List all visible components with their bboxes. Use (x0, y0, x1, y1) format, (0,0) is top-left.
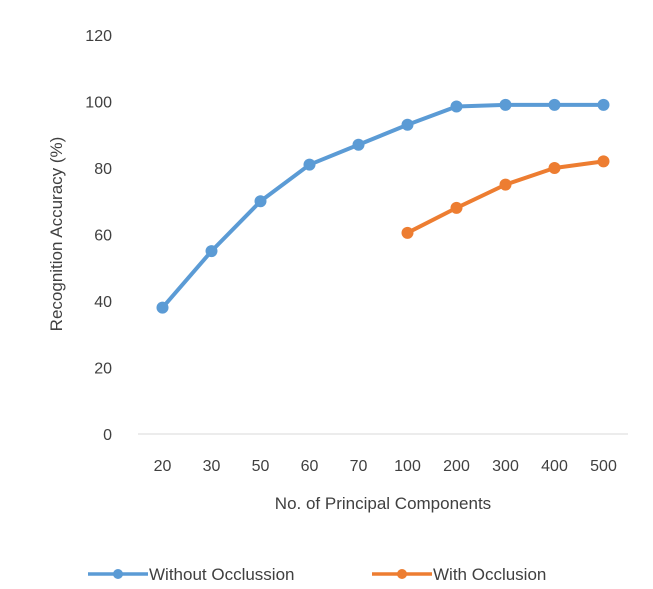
x-axis-ticks: 20 30 50 60 70 100 200 300 400 500 (154, 458, 617, 475)
data-point-without-occlussion (352, 138, 365, 151)
data-point-without-occlussion (303, 158, 316, 171)
y-tick-label: 120 (85, 28, 112, 45)
data-point-with-occlusion (450, 201, 463, 214)
y-tick-label: 80 (94, 161, 112, 178)
x-tick-label: 50 (252, 458, 270, 475)
series-points (156, 98, 610, 314)
y-axis-ticks: 0 20 40 60 80 100 120 (85, 28, 112, 444)
x-tick-label: 60 (301, 458, 319, 475)
data-point-without-occlussion (254, 195, 267, 208)
series-line-without-occlussion (160, 102, 606, 310)
x-tick-label: 200 (443, 458, 470, 475)
x-tick-label: 300 (492, 458, 519, 475)
data-point-with-occlusion (401, 226, 414, 239)
legend-marker-with-occlusion (397, 569, 407, 579)
y-tick-label: 20 (94, 361, 112, 378)
series-lines (160, 102, 606, 310)
x-tick-label: 30 (203, 458, 221, 475)
series-line-with-occlusion (405, 159, 606, 235)
y-tick-label: 0 (103, 427, 112, 444)
y-tick-label: 40 (94, 294, 112, 311)
x-axis-title: No. of Principal Components (275, 494, 491, 513)
legend-label-with-occlusion: With Occlusion (433, 565, 546, 584)
x-tick-label: 500 (590, 458, 617, 475)
legend: Without Occlussion With Occlusion (88, 565, 546, 584)
data-point-without-occlussion (450, 100, 463, 113)
x-tick-label: 20 (154, 458, 172, 475)
x-tick-label: 100 (394, 458, 421, 475)
legend-label-without-occlusion: Without Occlussion (149, 565, 295, 584)
y-tick-label: 100 (85, 95, 112, 112)
data-point-without-occlussion (548, 98, 561, 111)
data-point-with-occlusion (597, 155, 610, 168)
x-tick-label: 70 (350, 458, 368, 475)
legend-item-with-occlusion: With Occlusion (372, 565, 546, 584)
data-point-without-occlussion (156, 301, 169, 314)
legend-item-without-occlusion: Without Occlussion (88, 565, 295, 584)
data-point-with-occlusion (499, 178, 512, 191)
legend-marker-without-occlusion (113, 569, 123, 579)
y-axis-title: Recognition Accuracy (%) (47, 137, 66, 332)
data-point-without-occlussion (401, 118, 414, 131)
x-tick-label: 400 (541, 458, 568, 475)
data-point-with-occlusion (548, 162, 561, 174)
data-point-without-occlussion (205, 245, 218, 258)
data-point-without-occlussion (499, 98, 512, 111)
y-tick-label: 60 (94, 228, 112, 245)
data-point-without-occlussion (597, 98, 610, 111)
